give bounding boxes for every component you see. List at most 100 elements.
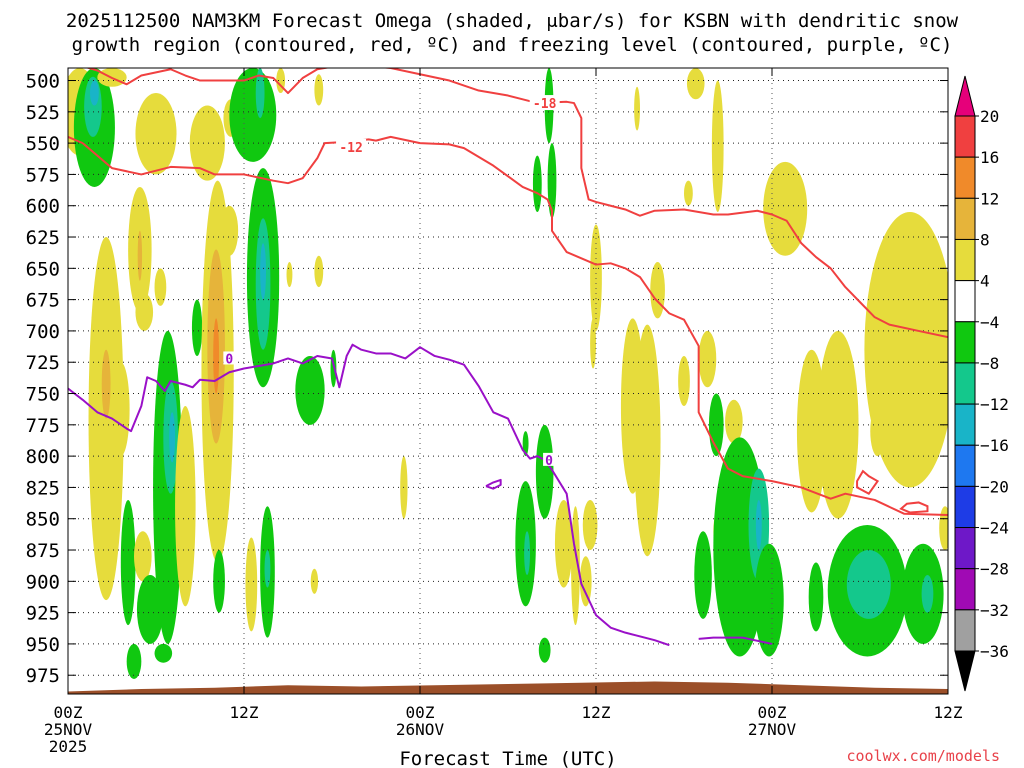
- freezing-level-line: [485, 478, 502, 490]
- y-tick-label: 650: [26, 258, 60, 280]
- x-tick-label: 12Z: [934, 703, 963, 722]
- credit-text: coolwx.com/models: [846, 747, 1000, 765]
- plot-area: -12-18 00: [67, 67, 949, 695]
- omega-cell-54: [535, 424, 554, 519]
- y-tick-label: 975: [26, 665, 60, 687]
- colorbar-label: 16: [980, 148, 999, 167]
- y-tick-label: 775: [26, 415, 60, 437]
- freezing-level-contour: 00: [68, 343, 773, 647]
- colorbar-bin: [954, 568, 976, 611]
- omega-cell-23: [175, 406, 196, 607]
- omega-cell-36: [260, 243, 267, 300]
- x-axis-label: Forecast Time (UTC): [399, 748, 616, 768]
- colorbar-bin: [954, 238, 976, 282]
- omega-cell-63: [634, 324, 661, 557]
- omega-cell-33: [255, 68, 265, 119]
- omega-cell-43: [286, 262, 293, 288]
- x-tick-label: 00Z: [406, 703, 435, 722]
- colorbar-label: −36: [980, 642, 1009, 661]
- colorbar-label: −4: [980, 313, 999, 332]
- omega-cell-28: [213, 318, 220, 394]
- x-tick-label: 00Z: [758, 703, 787, 722]
- omega-cell-11: [136, 575, 164, 644]
- colorbar-label: 12: [980, 189, 999, 208]
- omega-cell-31: [213, 550, 225, 613]
- freezing-level-line: [698, 636, 773, 645]
- omega-cell-18: [154, 268, 167, 306]
- omega-cell-56: [554, 499, 573, 588]
- y-tick-label: 925: [26, 603, 60, 625]
- colorbar-bin: [954, 609, 976, 652]
- dgz-contour-blob: [856, 469, 880, 495]
- dgz-contour-label: -18: [533, 97, 557, 112]
- omega-cell-41: [295, 355, 325, 425]
- omega-cell-85: [808, 562, 824, 632]
- freezing-label-bg: [223, 351, 236, 365]
- omega-cell-12: [135, 93, 177, 175]
- colorbar-label: −32: [980, 601, 1009, 620]
- x-tick-year: 2025: [49, 737, 88, 756]
- colorbar-label: 20: [980, 107, 999, 126]
- dgz-contour-blob: [899, 501, 929, 514]
- omega-cell-51: [522, 431, 529, 457]
- omega-cell-83: [694, 531, 712, 619]
- y-tick-label: 550: [26, 133, 60, 155]
- y-tick-label: 675: [26, 290, 60, 312]
- chart-title-line1: 2025112500 NAM3KM Forecast Omega (shaded…: [66, 10, 959, 32]
- omega-cell-77: [870, 406, 885, 457]
- omega-cell-78: [939, 506, 948, 551]
- y-tick-label: 500: [26, 71, 60, 93]
- omega-cell-58: [582, 499, 598, 551]
- colorbar-label: −12: [980, 395, 1009, 414]
- y-tick-label: 950: [26, 634, 60, 656]
- colorbar-bottom-arrow: [954, 650, 976, 692]
- omega-cell-40: [264, 550, 271, 588]
- dgz-contour-line: [85, 68, 948, 339]
- y-tick-label: 575: [26, 164, 60, 186]
- y-tick-label: 800: [26, 446, 60, 468]
- omega-cell-22: [169, 412, 176, 463]
- dgz-contour-line: [68, 135, 948, 516]
- x-tick-date: 25NOV: [44, 720, 93, 739]
- omega-cell-7: [112, 362, 130, 457]
- omega-cell-59: [579, 556, 592, 607]
- omega-cell-82: [755, 499, 762, 551]
- omega-cell-71: [725, 399, 743, 444]
- x-tick-label: 00Z: [54, 703, 83, 722]
- dgz-label-bg: [336, 138, 367, 154]
- colorbar-label: 8: [980, 230, 990, 249]
- omega-cell-84: [754, 543, 784, 657]
- omega-cell-6: [101, 349, 111, 419]
- omega-cell-68: [686, 68, 705, 100]
- x-tick-label: 12Z: [230, 703, 259, 722]
- colorbar-bin: [954, 321, 976, 364]
- omega-cell-30: [220, 205, 239, 256]
- y-tick-label: 625: [26, 227, 60, 249]
- colorbar-bin: [954, 527, 976, 570]
- omega-cell-61: [590, 224, 602, 331]
- colorbar-bin: [954, 444, 976, 487]
- colorbar-bin: [954, 156, 976, 199]
- omega-cell-66: [684, 180, 693, 206]
- colorbar-label: 4: [980, 272, 990, 291]
- omega-cell-32: [229, 68, 277, 162]
- omega-cell-9: [134, 531, 152, 582]
- omega-cell-55: [538, 637, 551, 663]
- colorbar-bin: [954, 485, 976, 529]
- omega-cell-16: [126, 643, 142, 679]
- omega-cell-87: [846, 550, 891, 619]
- omega-cell-44: [314, 255, 324, 288]
- freezing-level-line: [68, 343, 670, 647]
- colorbar-label: −28: [980, 560, 1009, 579]
- y-tick-label: 900: [26, 571, 60, 593]
- y-tick-label: 825: [26, 477, 60, 499]
- omega-cell-8: [120, 499, 136, 626]
- omega-cell-53: [524, 531, 530, 576]
- colorbar-bin: [954, 115, 976, 158]
- omega-cell-73: [763, 161, 808, 256]
- omega-cell-15: [137, 230, 143, 281]
- colorbar-bin: [954, 362, 976, 405]
- y-tick-label: 875: [26, 540, 60, 562]
- omega-cell-24: [191, 299, 203, 356]
